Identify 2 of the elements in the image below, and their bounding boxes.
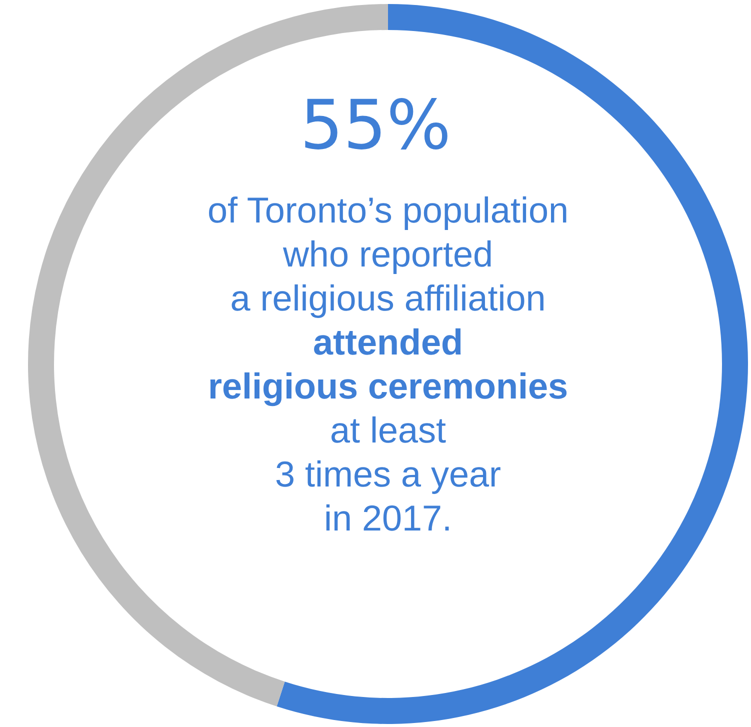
text: at least 3 times a year in 2017.: [274, 410, 502, 538]
data-label: 55%: [300, 86, 452, 166]
